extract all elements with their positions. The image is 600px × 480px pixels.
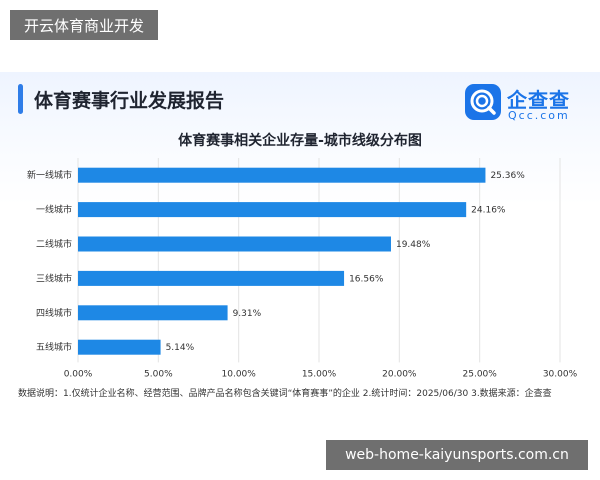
logo-name: 企查查 <box>507 88 570 112</box>
category-label: 三线城市 <box>36 272 72 284</box>
category-label: 新一线城市 <box>27 169 72 181</box>
x-tick-label: 0.00% <box>64 369 93 379</box>
bar <box>78 270 345 286</box>
x-tick-label: 5.00% <box>144 369 173 379</box>
chart-title: 体育赛事相关企业存量-城市线级分布图 <box>178 133 422 149</box>
logo-subtitle: Qcc.com <box>508 109 570 122</box>
x-tick-label: 10.00% <box>222 369 257 379</box>
bar <box>78 167 486 183</box>
data-label: 19.48% <box>396 240 431 250</box>
x-tick-label: 15.00% <box>302 369 337 379</box>
x-tick-label: 30.00% <box>543 369 578 379</box>
title-accent-bar <box>18 84 23 114</box>
qcc-logo-icon <box>465 84 501 120</box>
report-card: 体育赛事行业发展报告 企查查 Qcc.com 体育赛事相关企业存量-城市线级分布… <box>0 72 600 406</box>
data-label: 24.16% <box>471 206 506 216</box>
watermark-bottom: web-home-kaiyunsports.com.cn <box>326 440 588 470</box>
bar <box>78 202 467 218</box>
data-label: 16.56% <box>349 274 384 284</box>
category-label: 五线城市 <box>36 341 72 353</box>
watermark-top: 开云体育商业开发 <box>10 10 158 40</box>
category-label: 一线城市 <box>36 204 72 216</box>
bar-chart: 新一线城市 25.36% 一线城市 24.16% 二线城市 19.48% 三线城市 16.56… <box>27 158 578 379</box>
data-label: 9.31% <box>233 309 262 319</box>
x-tick-label: 25.00% <box>463 369 498 379</box>
data-label: 5.14% <box>166 343 195 353</box>
x-tick-label: 20.00% <box>382 369 417 379</box>
data-label: 25.36% <box>490 171 525 181</box>
data-footnote: 数据说明：1.仅统计企业名称、经营范围、品牌产品名称包含关键词“体育赛事”的企业… <box>18 389 552 399</box>
bar <box>78 339 161 355</box>
bar <box>78 236 391 252</box>
category-label: 四线城市 <box>36 307 72 319</box>
report-title: 体育赛事行业发展报告 <box>34 90 225 112</box>
category-label: 二线城市 <box>36 238 72 250</box>
bar <box>78 305 228 321</box>
